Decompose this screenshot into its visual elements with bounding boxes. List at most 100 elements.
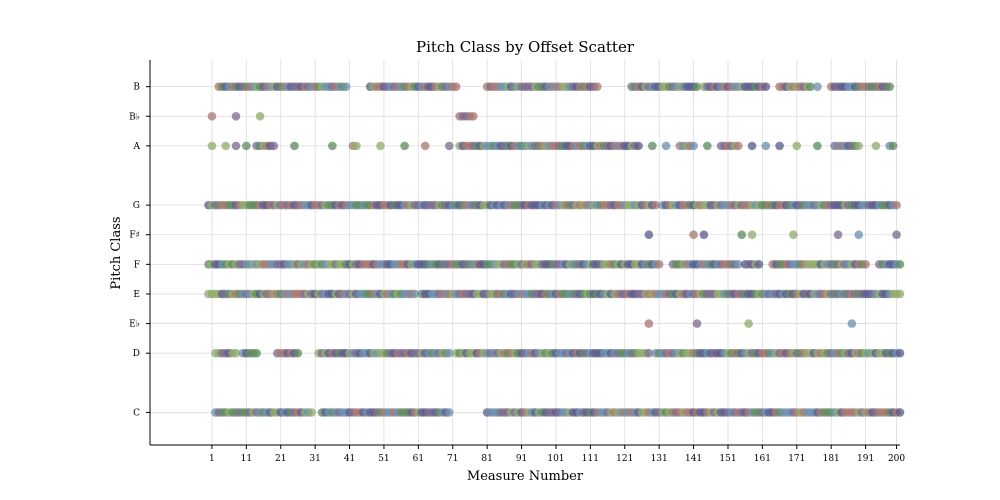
- x-tick-label: 81: [481, 454, 492, 464]
- x-tick-label: 181: [823, 454, 840, 464]
- data-point: [644, 348, 654, 358]
- data-point: [761, 141, 771, 151]
- data-point: [231, 348, 241, 358]
- data-point: [221, 141, 230, 151]
- data-point: [734, 141, 743, 151]
- data-point: [293, 348, 303, 358]
- data-point: [231, 111, 241, 121]
- y-tick-label: D: [133, 349, 140, 359]
- x-tick-label: 161: [754, 454, 771, 464]
- x-tick-label: 200: [888, 454, 905, 464]
- data-point: [445, 408, 454, 417]
- data-point: [634, 141, 643, 151]
- data-point: [888, 141, 898, 151]
- data-point: [269, 141, 279, 151]
- data-point: [255, 111, 265, 121]
- data-point: [644, 319, 654, 328]
- y-tick-label: E♭: [129, 320, 140, 330]
- data-point: [833, 230, 843, 240]
- data-point: [885, 82, 894, 91]
- x-tick-label: 121: [616, 454, 633, 464]
- data-point: [445, 348, 454, 358]
- data-point: [895, 408, 905, 417]
- data-point: [895, 260, 905, 269]
- data-point: [647, 141, 657, 151]
- x-tick-label: 31: [309, 454, 320, 464]
- data-point: [789, 230, 798, 240]
- x-tick-label: 1: [209, 454, 215, 464]
- x-tick-label: 41: [344, 454, 355, 464]
- data-point: [747, 141, 757, 151]
- data-point: [400, 141, 409, 151]
- data-point: [661, 141, 671, 151]
- data-point: [775, 141, 784, 151]
- y-tick-label: B: [133, 83, 140, 93]
- data-point: [307, 408, 317, 417]
- data-point: [242, 141, 251, 151]
- x-tick-label: 11: [241, 454, 252, 464]
- data-point: [861, 260, 870, 269]
- data-point: [689, 141, 698, 151]
- data-point: [754, 260, 764, 269]
- data-point: [252, 348, 261, 358]
- data-point: [895, 348, 905, 358]
- data-point: [644, 230, 654, 240]
- x-axis-label: Measure Number: [467, 469, 584, 484]
- data-point: [651, 200, 661, 210]
- data-point: [207, 141, 217, 151]
- data-point: [231, 141, 241, 151]
- data-point: [207, 111, 217, 121]
- data-point: [813, 82, 822, 91]
- data-point: [290, 141, 299, 151]
- data-point: [592, 82, 602, 91]
- data-point: [854, 230, 864, 240]
- data-point: [792, 141, 802, 151]
- data-point: [871, 141, 881, 151]
- y-tick-label: C: [133, 408, 140, 418]
- data-point: [341, 82, 351, 91]
- x-tick-label: 21: [275, 454, 286, 464]
- x-tick-label: 131: [651, 454, 668, 464]
- data-point: [376, 141, 385, 151]
- data-point: [854, 141, 864, 151]
- data-point: [813, 141, 822, 151]
- data-point: [445, 141, 454, 151]
- y-tick-label: F: [134, 260, 140, 270]
- data-point: [747, 230, 757, 240]
- x-tick-label: 61: [413, 454, 424, 464]
- x-tick-label: 111: [582, 454, 599, 464]
- data-point: [892, 200, 901, 210]
- data-point: [328, 141, 337, 151]
- chart-title: Pitch Class by Offset Scatter: [416, 38, 635, 56]
- data-points: [204, 82, 905, 417]
- data-point: [654, 260, 664, 269]
- x-tick-label: 51: [378, 454, 389, 464]
- y-tick-label: E: [133, 290, 140, 300]
- x-tick-label: 71: [447, 454, 458, 464]
- x-tick-label: 171: [788, 454, 805, 464]
- y-axis-label: Pitch Class: [109, 216, 124, 289]
- data-point: [892, 230, 901, 240]
- x-tick-label: 141: [685, 454, 702, 464]
- data-point: [352, 141, 361, 151]
- data-point: [420, 141, 430, 151]
- data-point: [699, 230, 709, 240]
- x-tick-label: 91: [516, 454, 527, 464]
- data-point: [689, 230, 698, 240]
- data-point: [744, 319, 753, 328]
- axes: [149, 60, 900, 446]
- data-point: [692, 319, 702, 328]
- data-point: [806, 82, 815, 91]
- tick-layer: 1 11 21 31 41 51 61 71 81 91 101 111 121 131 141 151 161…: [129, 83, 905, 464]
- data-point: [469, 111, 478, 121]
- y-tick-label: G: [133, 201, 140, 211]
- data-point: [410, 289, 420, 299]
- x-tick-label: 101: [547, 454, 564, 464]
- data-point: [737, 230, 747, 240]
- data-point: [703, 141, 712, 151]
- y-tick-label: A: [133, 142, 141, 152]
- data-point: [761, 82, 771, 91]
- x-tick-label: 151: [719, 454, 736, 464]
- y-tick-label: F♯: [129, 231, 140, 241]
